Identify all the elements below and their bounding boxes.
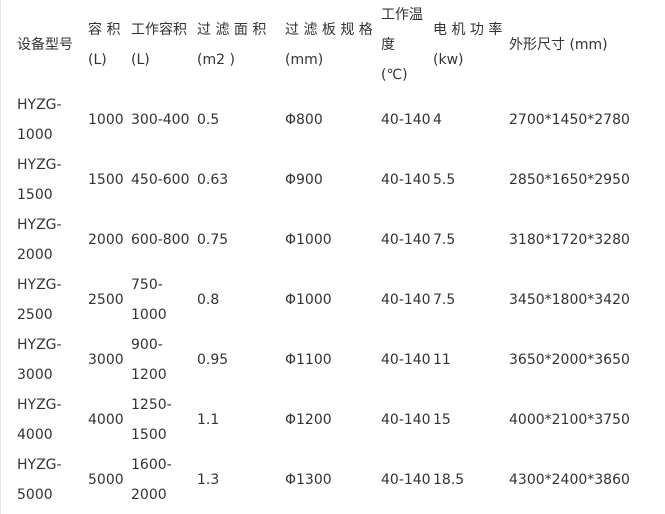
cell-working-temperature: 40-140 <box>381 412 431 428</box>
header-filter-area: 过 滤 面 积 (m2 ) <box>195 0 283 90</box>
cell-filter-plate-size: Φ1300 <box>285 472 332 488</box>
cell-working-temperature: 40-140 <box>381 112 431 128</box>
header-model: 设备型号 <box>15 0 86 90</box>
cell-model: HYZG-3000 <box>17 337 62 383</box>
cell-filter-plate-size: Φ1000 <box>285 292 332 308</box>
cell-motor-power: 18.5 <box>433 472 465 488</box>
cell-filter-area: 0.75 <box>197 232 229 248</box>
header-label: 外形尺寸 (mm) <box>509 37 608 53</box>
header-filter-plate-size: 过 滤 板 规 格 (mm) <box>283 0 379 90</box>
cell-motor-power: 15 <box>433 412 451 428</box>
header-unit: (mm) <box>285 52 324 68</box>
cell-model: HYZG-1500 <box>17 157 62 203</box>
cell-motor-power: 11 <box>433 352 451 368</box>
cell-dimensions: 4000*2100*3750 <box>509 412 630 428</box>
cell-volume: 4000 <box>88 412 124 428</box>
spec-table: 设备型号容 积 (L) 工作容积 (L) 过 滤 面 积 (m2 ) 过 滤 板 规 格 (m… <box>15 0 657 510</box>
table-row: HYZG-1000 1000 300-400 0.5 Φ800 40-140 4 2700*1… <box>15 90 657 150</box>
table-row: HYZG-2500 2500 750-1000 0.8 Φ1000 40-140 7.5 34… <box>15 270 657 330</box>
cell-working-volume: 1600-2000 <box>131 457 172 503</box>
header-volume: 容 积 (L) <box>86 0 129 90</box>
cell-volume: 5000 <box>88 472 124 488</box>
header-unit: (℃) <box>381 67 408 83</box>
header-label: 设备型号 <box>17 37 73 53</box>
table-row: HYZG-3000 3000 900-1200 0.95 Φ1100 40-140 11 36… <box>15 330 657 390</box>
header-working-temperature: 工作温度 (℃) <box>379 0 431 90</box>
header-unit: (L) <box>131 52 150 68</box>
cell-volume: 1500 <box>88 172 124 188</box>
cell-working-volume: 750-1000 <box>131 277 167 323</box>
cell-model: HYZG-4000 <box>17 397 62 443</box>
header-unit: (kw) <box>433 52 464 68</box>
cell-filter-area: 1.1 <box>197 412 220 428</box>
cell-filter-area: 0.5 <box>197 112 220 128</box>
cell-volume: 3000 <box>88 352 124 368</box>
cell-motor-power: 4 <box>433 112 442 128</box>
cell-volume: 2500 <box>88 292 124 308</box>
cell-working-temperature: 40-140 <box>381 172 431 188</box>
cell-working-volume: 1250-1500 <box>131 397 172 443</box>
cell-working-temperature: 40-140 <box>381 352 431 368</box>
cell-volume: 2000 <box>88 232 124 248</box>
cell-working-temperature: 40-140 <box>381 292 431 308</box>
header-label: 容 积 <box>88 22 121 38</box>
header-label: 过 滤 板 规 格 <box>285 22 373 38</box>
table-row: HYZG-2000 2000 600-800 0.75 Φ1000 40-140 7.5 31… <box>15 210 657 270</box>
table-row: HYZG-1500 1500 450-600 0.63 Φ900 40-140 5.5 285… <box>15 150 657 210</box>
cell-model: HYZG-2000 <box>17 217 62 263</box>
cell-dimensions: 2850*1650*2950 <box>509 172 630 188</box>
cell-filter-area: 0.95 <box>197 352 229 368</box>
cell-filter-plate-size: Φ1200 <box>285 412 332 428</box>
cell-working-temperature: 40-140 <box>381 472 431 488</box>
cell-working-volume: 600-800 <box>131 232 190 248</box>
header-dimensions: 外形尺寸 (mm) <box>507 0 657 90</box>
header-label: 电 机 功 率 <box>433 22 503 38</box>
cell-working-volume: 450-600 <box>131 172 190 188</box>
header-label: 过 滤 面 积 <box>197 22 267 38</box>
header-unit: (m2 ) <box>197 52 235 68</box>
cell-filter-area: 1.3 <box>197 472 220 488</box>
header-label: 工作容积 <box>131 22 187 38</box>
header-label: 工作温度 <box>381 7 423 53</box>
cell-filter-area: 0.8 <box>197 292 220 308</box>
cell-model: HYZG-5000 <box>17 457 62 503</box>
cell-filter-plate-size: Φ800 <box>285 112 323 128</box>
cell-dimensions: 3180*1720*3280 <box>509 232 630 248</box>
cell-filter-plate-size: Φ1000 <box>285 232 332 248</box>
cell-dimensions: 3450*1800*3420 <box>509 292 630 308</box>
header-motor-power: 电 机 功 率 (kw) <box>431 0 507 90</box>
cell-model: HYZG-2500 <box>17 277 62 323</box>
table-body: HYZG-1000 1000 300-400 0.5 Φ800 40-140 4 2700*1… <box>15 90 657 510</box>
cell-dimensions: 3650*2000*3650 <box>509 352 630 368</box>
header-row: 设备型号容 积 (L) 工作容积 (L) 过 滤 面 积 (m2 ) 过 滤 板 规 格 (m… <box>15 0 657 90</box>
cell-motor-power: 7.5 <box>433 232 456 248</box>
cell-filter-plate-size: Φ900 <box>285 172 323 188</box>
cell-working-volume: 300-400 <box>131 112 190 128</box>
cell-model: HYZG-1000 <box>17 97 62 143</box>
cell-working-temperature: 40-140 <box>381 232 431 248</box>
table-row: HYZG-4000 4000 1250-1500 1.1 Φ1200 40-140 15 40… <box>15 390 657 450</box>
cell-motor-power: 5.5 <box>433 172 456 188</box>
cell-volume: 1000 <box>88 112 124 128</box>
cell-motor-power: 7.5 <box>433 292 456 308</box>
cell-dimensions: 4300*2400*3860 <box>509 472 630 488</box>
header-unit: (L) <box>88 52 107 68</box>
cell-filter-area: 0.63 <box>197 172 229 188</box>
header-working-volume: 工作容积 (L) <box>129 0 195 90</box>
cell-dimensions: 2700*1450*2780 <box>509 112 630 128</box>
table-row: HYZG-5000 5000 1600-2000 1.3 Φ1300 40-140 18.5… <box>15 450 657 510</box>
cell-filter-plate-size: Φ1100 <box>285 352 332 368</box>
cell-working-volume: 900-1200 <box>131 337 167 383</box>
